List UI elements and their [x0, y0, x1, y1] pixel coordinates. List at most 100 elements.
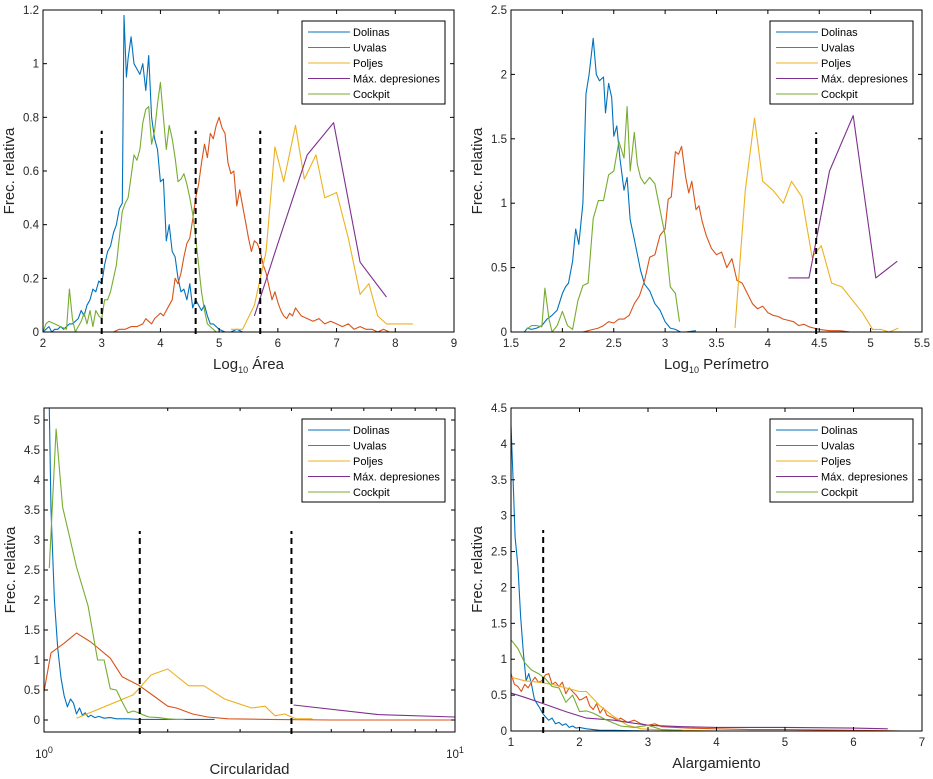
- series-group: [511, 425, 902, 731]
- series-group: [43, 14, 431, 332]
- x-tick-label: 3: [99, 338, 105, 350]
- y-tick-label: 0.6: [23, 166, 39, 178]
- x-tick-label: 2: [576, 737, 582, 749]
- x-tick-label: 2.5: [606, 338, 622, 350]
- series-line-cockpit: [511, 639, 683, 731]
- legend: Dolinas Uvalas Poljes Máx. depresiones Cockp…: [301, 418, 446, 503]
- y-tick-label: 0: [501, 726, 507, 738]
- series-group: [523, 37, 899, 332]
- y-tick-label: 0.5: [491, 263, 507, 275]
- series-line-cockpit: [526, 106, 681, 332]
- legend-entry: Máx. depresiones: [821, 472, 908, 484]
- x-tick-label: 4: [157, 338, 164, 350]
- y-tick-label: 3.5: [491, 475, 507, 487]
- legend-entry: Uvalas: [821, 43, 855, 55]
- y-tick-label: 4.5: [491, 403, 507, 415]
- series-line-poljes: [511, 676, 785, 731]
- x-tick-label: 1: [508, 737, 514, 749]
- series-line-m-x-depresiones: [788, 115, 898, 279]
- x-tick-label: 4: [713, 737, 720, 749]
- y-axis-label: Frec. relativa: [469, 526, 486, 613]
- x-tick-label: 100: [35, 745, 53, 761]
- legend-entry: Poljes: [353, 58, 383, 70]
- series-line-dolinas: [43, 14, 249, 332]
- legend-entry: Dolinas: [353, 425, 390, 437]
- y-tick-label: 0.4: [23, 220, 40, 232]
- x-tick-label: 7: [333, 338, 339, 350]
- series-line-m-x-depresiones: [511, 692, 888, 730]
- legend: Dolinas Uvalas Poljes Máx. depresiones Cockp…: [769, 418, 914, 503]
- legend-entry: Poljes: [821, 58, 851, 70]
- y-tick-label: 2: [501, 69, 507, 81]
- y-tick-label: 2: [501, 582, 507, 594]
- y-tick-label: 0: [34, 715, 40, 727]
- y-tick-label: 1.5: [491, 618, 507, 630]
- y-tick-label: 1: [501, 654, 507, 666]
- y-tick-label: 4: [501, 439, 508, 451]
- series-line-poljes: [76, 668, 313, 720]
- legend-entry: Uvalas: [353, 43, 387, 55]
- x-tick-label: 2: [40, 338, 46, 350]
- y-tick-label: 2.5: [24, 565, 40, 577]
- legend-entry: Dolinas: [821, 425, 858, 437]
- x-tick-label: 7: [919, 737, 925, 749]
- x-tick-label: 5: [867, 338, 873, 350]
- series-line-dolinas: [523, 37, 697, 332]
- panel-perimeter: 1.5 2 2.5 3 3.5 4 4.5 5 5.5 0 0.5 1 1.5 2 2.5 Log10 Per…: [469, 5, 930, 375]
- x-axis-label: Alargamiento: [672, 755, 760, 772]
- y-axis-label: Frec. relativa: [2, 526, 19, 613]
- y-tick-label: 1.5: [491, 134, 507, 146]
- x-tick-label: 5: [216, 338, 222, 350]
- series-group: [44, 408, 455, 721]
- y-tick-label: 3: [34, 535, 40, 547]
- x-tick-label: 6: [850, 737, 856, 749]
- x-axis-label: Log10 Perímetro: [664, 356, 769, 375]
- legend-entry: Cockpit: [353, 487, 390, 499]
- x-tick-label: 1.5: [503, 338, 519, 350]
- legend-entry: Cockpit: [821, 487, 858, 499]
- y-tick-label: 1: [34, 655, 40, 667]
- legend-entry: Dolinas: [353, 27, 390, 39]
- y-tick-label: 4: [34, 475, 41, 487]
- y-tick-label: 0.5: [24, 685, 40, 697]
- series-line-poljes: [230, 124, 413, 330]
- x-tick-label: 5: [782, 737, 788, 749]
- x-tick-label: 8: [392, 338, 398, 350]
- x-axis-label: Log10 Área: [213, 356, 285, 375]
- y-tick-label: 0.5: [491, 690, 507, 702]
- x-tick-label: 101: [446, 745, 464, 761]
- series-line-m-x-depresiones: [293, 704, 455, 718]
- y-tick-label: 4.5: [24, 445, 40, 457]
- x-tick-label: 3: [662, 338, 668, 350]
- legend-entry: Poljes: [353, 456, 383, 468]
- y-tick-label: 0.2: [23, 273, 39, 285]
- x-tick-label: 2: [559, 338, 565, 350]
- x-tick-label: 4: [765, 338, 772, 350]
- y-tick-label: 1: [33, 59, 39, 71]
- x-axis-label: Circularidad: [209, 761, 289, 778]
- y-tick-label: 1.5: [24, 625, 40, 637]
- y-tick-label: 2: [34, 595, 40, 607]
- series-line-cockpit: [43, 81, 220, 332]
- series-line-dolinas: [48, 408, 215, 720]
- legend-entry: Uvalas: [353, 441, 387, 453]
- legend-entry: Cockpit: [353, 89, 390, 101]
- legend-entry: Máx. depresiones: [353, 74, 440, 86]
- legend-entry: Uvalas: [821, 441, 855, 453]
- x-tick-label: 9: [451, 338, 457, 350]
- x-tick-label: 5.5: [914, 338, 930, 350]
- y-tick-label: 0.8: [23, 112, 39, 124]
- legend-box: [769, 418, 914, 503]
- y-tick-label: 0: [33, 327, 39, 339]
- legend: Dolinas Uvalas Poljes Máx. depresiones Cockp…: [301, 20, 446, 105]
- legend-entry: Poljes: [821, 456, 851, 468]
- series-line-m-x-depresiones: [253, 122, 387, 317]
- legend-entry: Máx. depresiones: [821, 74, 908, 86]
- y-tick-label: 1.2: [23, 5, 39, 17]
- panel-circularity: 100 101 0 0.5 1 1.5 2 2.5 3 3.5 4 4.5 5 Circularidad F…: [2, 407, 464, 778]
- y-tick-label: 2.5: [491, 547, 507, 559]
- y-tick-label: 3: [501, 511, 507, 523]
- series-line-cockpit: [48, 428, 185, 720]
- y-tick-label: 2.5: [491, 5, 507, 17]
